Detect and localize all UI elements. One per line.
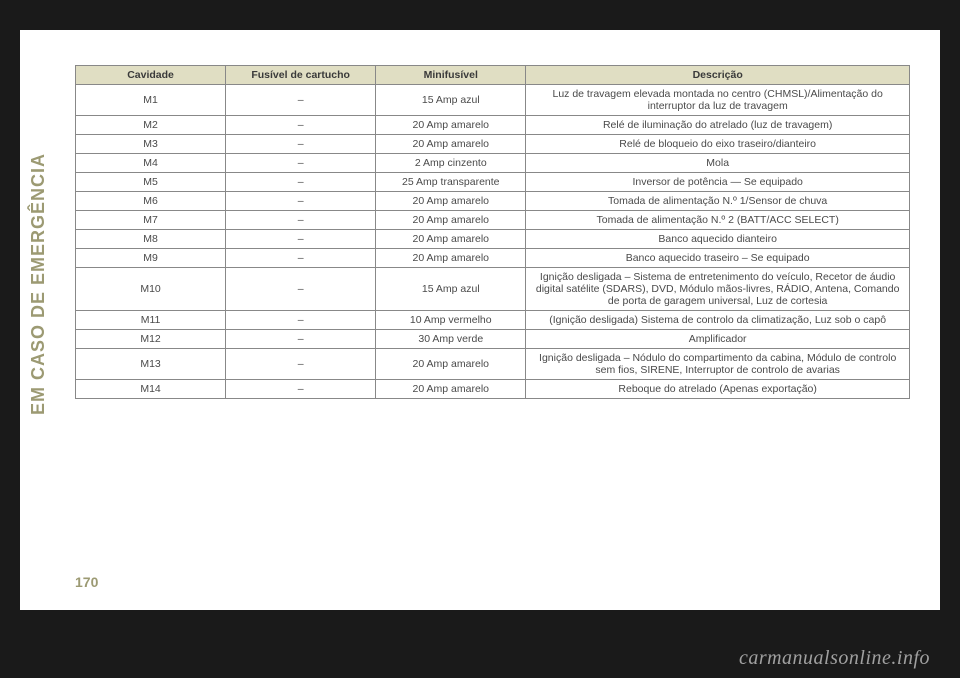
watermark: carmanualsonline.info [739,647,930,670]
cell-fusivel: – [226,85,376,116]
cell-fusivel: – [226,268,376,311]
cell-minifusivel: 25 Amp transparente [376,173,526,192]
cell-cavidade: M10 [76,268,226,311]
cell-descricao: Tomada de alimentação N.º 2 (BATT/ACC SE… [526,211,910,230]
cell-descricao: Ignição desligada – Nódulo do compartime… [526,349,910,380]
page-number: 170 [75,574,98,590]
cell-fusivel: – [226,192,376,211]
cell-minifusivel: 20 Amp amarelo [376,116,526,135]
cell-descricao: Banco aquecido dianteiro [526,230,910,249]
table-row: M5 – 25 Amp transparente Inversor de pot… [76,173,910,192]
table-row: M1 – 15 Amp azul Luz de travagem elevada… [76,85,910,116]
table-row: M9 – 20 Amp amarelo Banco aquecido trase… [76,249,910,268]
cell-fusivel: – [226,154,376,173]
cell-minifusivel: 20 Amp amarelo [376,211,526,230]
cell-descricao: Luz de travagem elevada montada no centr… [526,85,910,116]
cell-fusivel: – [226,230,376,249]
cell-fusivel: – [226,249,376,268]
cell-minifusivel: 15 Amp azul [376,268,526,311]
cell-cavidade: M6 [76,192,226,211]
section-label: EM CASO DE EMERGÊNCIA [28,135,49,415]
cell-fusivel: – [226,116,376,135]
cell-fusivel: – [226,211,376,230]
manual-page: EM CASO DE EMERGÊNCIA Cavidade Fusível d… [20,30,940,610]
table-row: M10 – 15 Amp azul Ignição desligada – Si… [76,268,910,311]
cell-fusivel: – [226,330,376,349]
col-header-minifusivel: Minifusível [376,66,526,85]
cell-fusivel: – [226,380,376,399]
cell-minifusivel: 20 Amp amarelo [376,230,526,249]
cell-descricao: Reboque do atrelado (Apenas exportação) [526,380,910,399]
cell-descricao: (Ignição desligada) Sistema de controlo … [526,311,910,330]
col-header-descricao: Descrição [526,66,910,85]
cell-cavidade: M2 [76,116,226,135]
cell-cavidade: M7 [76,211,226,230]
cell-fusivel: – [226,135,376,154]
cell-cavidade: M8 [76,230,226,249]
cell-descricao: Banco aquecido traseiro – Se equipado [526,249,910,268]
cell-descricao: Amplificador [526,330,910,349]
col-header-fusivel: Fusível de cartucho [226,66,376,85]
cell-descricao: Inversor de potência — Se equipado [526,173,910,192]
table-row: M13 – 20 Amp amarelo Ignição desligada –… [76,349,910,380]
cell-descricao: Relé de iluminação do atrelado (luz de t… [526,116,910,135]
cell-minifusivel: 20 Amp amarelo [376,249,526,268]
cell-cavidade: M14 [76,380,226,399]
cell-cavidade: M11 [76,311,226,330]
cell-descricao: Ignição desligada – Sistema de entreteni… [526,268,910,311]
cell-cavidade: M3 [76,135,226,154]
table-row: M7 – 20 Amp amarelo Tomada de alimentaçã… [76,211,910,230]
cell-minifusivel: 20 Amp amarelo [376,349,526,380]
cell-cavidade: M5 [76,173,226,192]
table-header-row: Cavidade Fusível de cartucho Minifusível… [76,66,910,85]
cell-minifusivel: 2 Amp cinzento [376,154,526,173]
table-row: M12 – 30 Amp verde Amplificador [76,330,910,349]
cell-cavidade: M4 [76,154,226,173]
cell-minifusivel: 30 Amp verde [376,330,526,349]
cell-minifusivel: 20 Amp amarelo [376,135,526,154]
cell-fusivel: – [226,349,376,380]
table-row: M8 – 20 Amp amarelo Banco aquecido diant… [76,230,910,249]
cell-fusivel: – [226,311,376,330]
col-header-cavidade: Cavidade [76,66,226,85]
cell-cavidade: M13 [76,349,226,380]
cell-descricao: Tomada de alimentação N.º 1/Sensor de ch… [526,192,910,211]
cell-minifusivel: 10 Amp vermelho [376,311,526,330]
table-body: M1 – 15 Amp azul Luz de travagem elevada… [76,85,910,399]
table-row: M11 – 10 Amp vermelho (Ignição desligada… [76,311,910,330]
cell-cavidade: M1 [76,85,226,116]
cell-minifusivel: 20 Amp amarelo [376,380,526,399]
table-row: M3 – 20 Amp amarelo Relé de bloqueio do … [76,135,910,154]
cell-minifusivel: 15 Amp azul [376,85,526,116]
cell-descricao: Mola [526,154,910,173]
table-row: M6 – 20 Amp amarelo Tomada de alimentaçã… [76,192,910,211]
cell-minifusivel: 20 Amp amarelo [376,192,526,211]
cell-fusivel: – [226,173,376,192]
cell-cavidade: M9 [76,249,226,268]
table-row: M2 – 20 Amp amarelo Relé de iluminação d… [76,116,910,135]
cell-descricao: Relé de bloqueio do eixo traseiro/diante… [526,135,910,154]
fuse-table: Cavidade Fusível de cartucho Minifusível… [75,65,910,399]
table-row: M4 – 2 Amp cinzento Mola [76,154,910,173]
table-row: M14 – 20 Amp amarelo Reboque do atrelado… [76,380,910,399]
cell-cavidade: M12 [76,330,226,349]
